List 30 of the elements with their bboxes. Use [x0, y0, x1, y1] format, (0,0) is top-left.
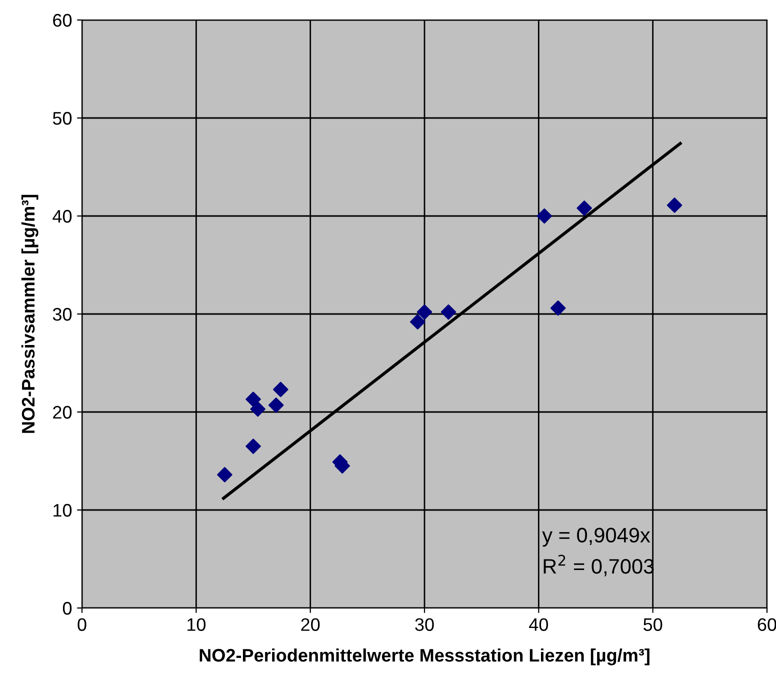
y-tick-label: 40: [52, 210, 72, 223]
point: [666, 198, 682, 213]
y-tick-label: 0: [62, 602, 72, 615]
x-tick-label: 50: [644, 618, 662, 631]
y-tick-label: 20: [53, 406, 72, 419]
point: [217, 467, 232, 482]
point: [416, 304, 432, 320]
point: [268, 398, 284, 413]
point: [576, 200, 592, 216]
y-tick-label: 30: [52, 308, 72, 321]
x-axis-title: NO2-Periodenmittelwerte Messstation Liezen [µg/m³]: [200, 648, 650, 666]
point: [440, 304, 456, 320]
point: [550, 300, 566, 316]
y-tick-label: 60: [53, 14, 72, 27]
point: [536, 208, 552, 224]
x-tick-label: 30: [415, 618, 434, 631]
y-axis-title: NO2-Passivsammler [µg/m³]: [21, 194, 38, 433]
x-tick-label: 60: [758, 618, 776, 631]
point: [273, 382, 288, 398]
y-tick-label: 10: [54, 504, 72, 517]
x-tick-label: 20: [301, 618, 320, 631]
point: [246, 392, 261, 407]
point: [250, 401, 266, 417]
x-tick-label: 10: [188, 618, 206, 631]
x-tick-label: 0: [78, 618, 86, 631]
annotation: y = 0,9049x: [542, 528, 650, 547]
point: [246, 438, 261, 454]
point: [410, 314, 426, 330]
y-tick-label: 50: [52, 112, 72, 125]
x-tick-label: 40: [529, 618, 548, 631]
